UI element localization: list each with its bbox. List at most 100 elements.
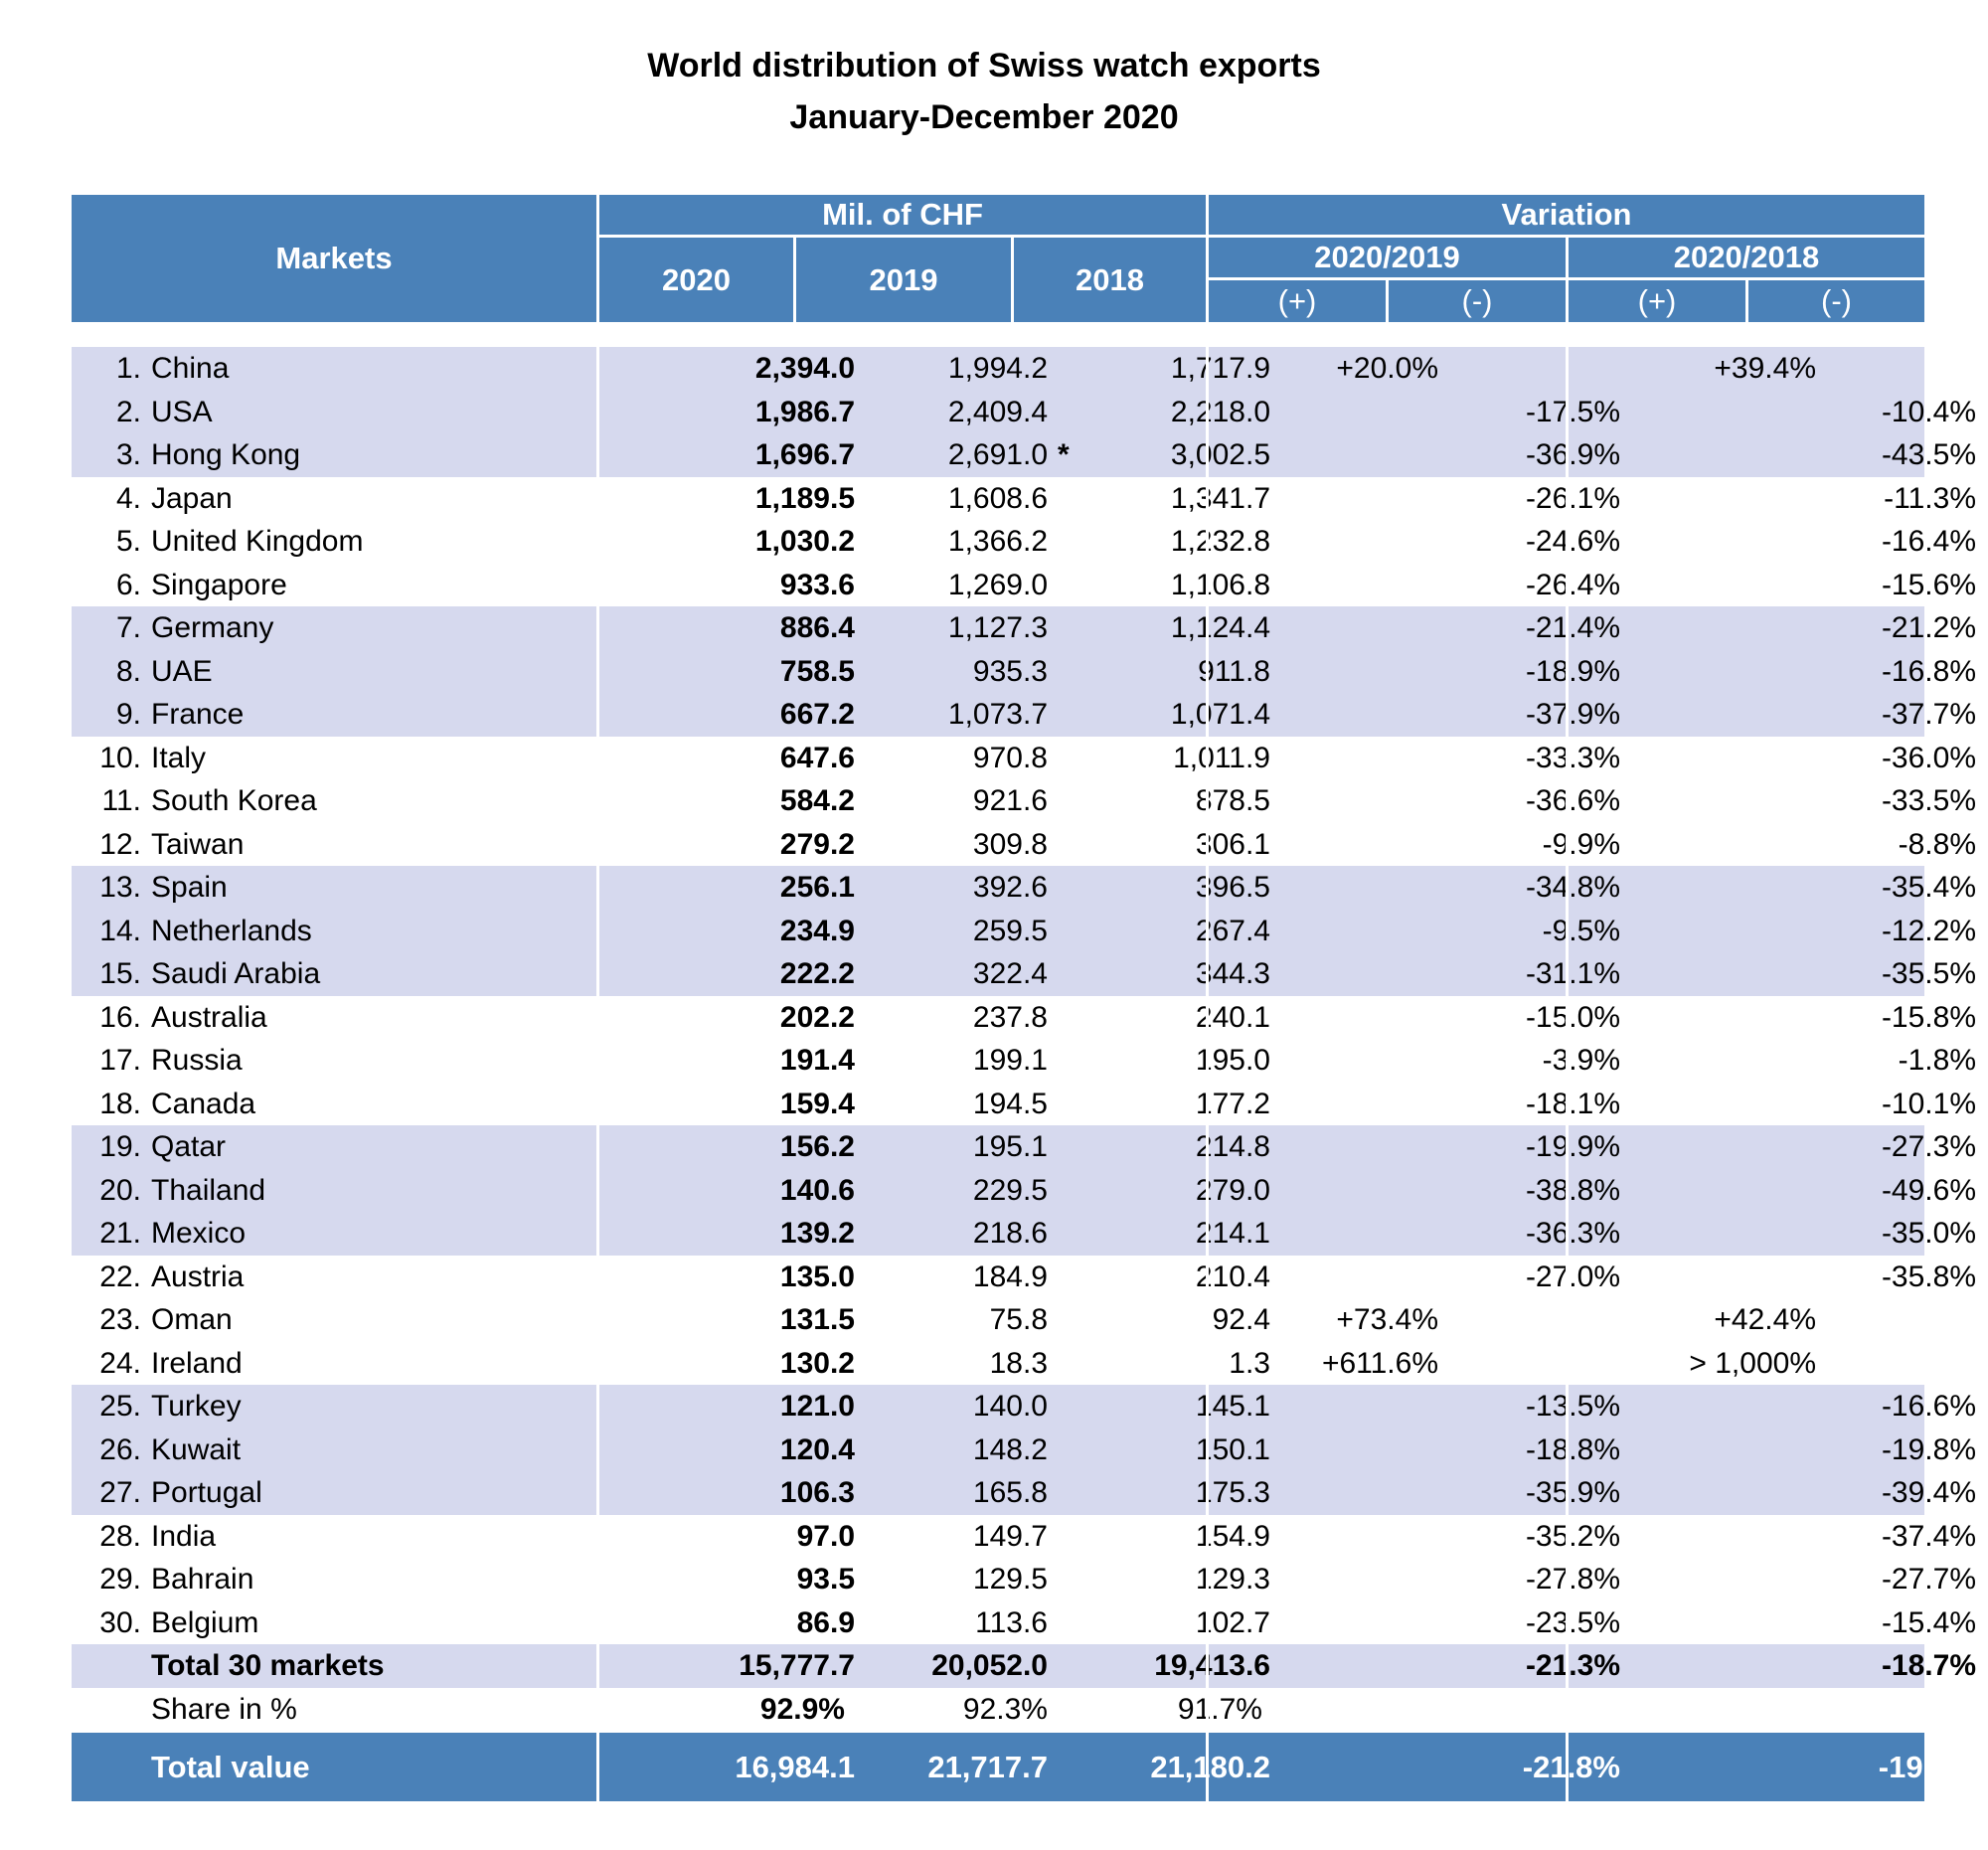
value-2018: 175.3 — [1195, 1476, 1270, 1509]
variation-2019-plus — [1259, 1515, 1438, 1559]
market-name: France — [151, 698, 245, 731]
value-2019: 2,691.0 — [947, 438, 1048, 471]
market-name: Austria — [151, 1260, 245, 1293]
value-2018: 2,218.0 — [1170, 395, 1270, 428]
value-2019: 113.6 — [975, 1605, 1048, 1639]
market-rank: 17. — [99, 1044, 141, 1077]
variation-2019-minus: -38.8% — [1525, 1173, 1620, 1207]
variation-2019-minus: -21.4% — [1525, 611, 1620, 644]
table-subtitle: January-December 2020 — [789, 98, 1179, 136]
variation-2019-minus: -26.4% — [1525, 568, 1620, 601]
variation-2019-plus — [1259, 1558, 1438, 1601]
variation-2018-minus: -15.4% — [1881, 1605, 1976, 1639]
variation-2018-plus — [1617, 952, 1816, 996]
market-rank: 13. — [99, 871, 141, 904]
value-2019: 194.5 — [972, 1087, 1048, 1120]
value-2018: 214.1 — [1195, 1217, 1270, 1250]
total-30-var-2019: -21.3% — [1525, 1649, 1620, 1682]
variation-2018-plus — [1617, 1515, 1816, 1559]
value-2020: 584.2 — [779, 784, 855, 817]
variation-2019-minus: -31.1% — [1525, 957, 1620, 990]
market-name: Italy — [151, 741, 207, 774]
table-row: 23. Oman 131.5 75.8 92.4 +73.4% +42.4% — [72, 1298, 1924, 1342]
value-2018: 145.1 — [1195, 1390, 1270, 1423]
value-2020: 234.9 — [779, 914, 855, 947]
header-divider — [1745, 277, 1748, 322]
table-row: 25. Turkey 121.0 140.0 145.1 -13.5% -16.6% — [72, 1385, 1976, 1429]
value-2018: 240.1 — [1195, 1000, 1270, 1034]
variation-2019-minus: -36.9% — [1525, 438, 1620, 471]
variation-2018-plus — [1617, 693, 1816, 737]
column-divider — [1206, 347, 1209, 1801]
share-2019: 92.3% — [962, 1692, 1048, 1726]
variation-2019-minus: -35.2% — [1525, 1519, 1620, 1553]
variation-2019-plus — [1259, 737, 1438, 780]
value-2018: 396.5 — [1195, 871, 1270, 904]
variation-2019-plus — [1259, 650, 1438, 694]
value-2018: 1,341.7 — [1170, 481, 1270, 515]
variation-2018-plus — [1617, 1212, 1816, 1256]
header-variation-2020-2018: 2020/2018 — [1673, 240, 1820, 274]
variation-2018-minus: -49.6% — [1881, 1173, 1976, 1207]
market-rank: 25. — [99, 1390, 141, 1423]
variation-2019-minus: -9.9% — [1542, 827, 1620, 861]
value-2020: 135.0 — [779, 1260, 855, 1293]
total-value-var-2018: -19.8% — [1878, 1750, 1976, 1784]
table-row: 6. Singapore 933.6 1,269.0 1,106.8 -26.4% -15.… — [72, 564, 1976, 607]
variation-2019-plus — [1259, 1083, 1438, 1126]
table-row: 8. UAE 758.5 935.3 911.8 -18.9% -16.8% — [72, 649, 1976, 694]
variation-2018-minus: -1.8% — [1898, 1044, 1976, 1077]
variation-2018-minus: -35.5% — [1881, 957, 1976, 990]
market-name: Russia — [151, 1044, 243, 1077]
value-2018: 1,106.8 — [1170, 568, 1270, 601]
variation-2019-minus: -3.9% — [1542, 1044, 1620, 1077]
table-row: 3. Hong Kong 1,696.7 2,691.0 * 3,002.5 -36.9% -… — [72, 433, 1976, 477]
variation-2018-minus — [1801, 1342, 1976, 1386]
variation-2019-plus — [1259, 1601, 1438, 1645]
header-minus-2019: (-) — [1461, 283, 1493, 318]
market-name: Ireland — [151, 1346, 243, 1380]
variation-2019-minus: -15.0% — [1525, 1000, 1620, 1034]
variation-2019-minus: -23.5% — [1525, 1605, 1620, 1639]
table-row: 1. China 2,394.0 1,994.2 1,717.9 +20.0% +39.4% — [72, 347, 1924, 391]
header-divider — [1206, 195, 1209, 322]
table-row: 21. Mexico 139.2 218.6 214.1 -36.3% -35.0% — [72, 1212, 1976, 1256]
variation-2018-plus — [1617, 650, 1816, 694]
header-divider — [1206, 277, 1924, 280]
header-2020: 2020 — [662, 261, 731, 297]
value-2018: 92.4 — [1212, 1303, 1270, 1336]
value-2020: 1,189.5 — [754, 481, 855, 515]
table-row: 15. Saudi Arabia 222.2 322.4 344.3 -31.1% -35.… — [72, 952, 1976, 996]
table-row: 9. France 667.2 1,073.7 1,071.4 -37.9% -37.7% — [72, 693, 1976, 737]
table-row: 20. Thailand 140.6 229.5 279.0 -38.8% -49.6% — [72, 1168, 1976, 1212]
variation-2018-minus: -15.8% — [1881, 1000, 1976, 1034]
market-rank: 9. — [115, 698, 141, 731]
value-2018: 1,232.8 — [1170, 525, 1270, 558]
market-rank: 21. — [99, 1217, 141, 1250]
variation-2019-plus: +20.0% — [1336, 352, 1438, 385]
market-name: Taiwan — [151, 827, 245, 861]
market-rank: 7. — [115, 611, 141, 644]
market-rank: 15. — [99, 957, 141, 990]
value-2019: 1,127.3 — [947, 611, 1048, 644]
market-name: Australia — [151, 1000, 267, 1034]
variation-2018-minus: -8.8% — [1898, 827, 1976, 861]
market-rank: 30. — [99, 1605, 141, 1639]
market-name: Spain — [151, 871, 228, 904]
market-rank: 14. — [99, 914, 141, 947]
variation-2019-plus — [1259, 520, 1438, 564]
variation-2018-plus — [1617, 1125, 1816, 1169]
market-name: Qatar — [151, 1130, 227, 1163]
footnote-mark: * — [1058, 438, 1070, 471]
value-2018: 177.2 — [1195, 1087, 1270, 1120]
variation-2018-minus: -27.7% — [1881, 1563, 1976, 1596]
value-2018: 150.1 — [1195, 1432, 1270, 1466]
header-minus-2018: (-) — [1821, 283, 1852, 318]
value-2020: 933.6 — [779, 568, 855, 601]
total-30-label: Total 30 markets — [151, 1649, 385, 1682]
variation-2018-plus — [1617, 1083, 1816, 1126]
market-name: UAE — [151, 654, 213, 688]
variation-2019-plus — [1259, 1429, 1438, 1472]
value-2020: 279.2 — [779, 827, 855, 861]
value-2020: 202.2 — [779, 1000, 855, 1034]
